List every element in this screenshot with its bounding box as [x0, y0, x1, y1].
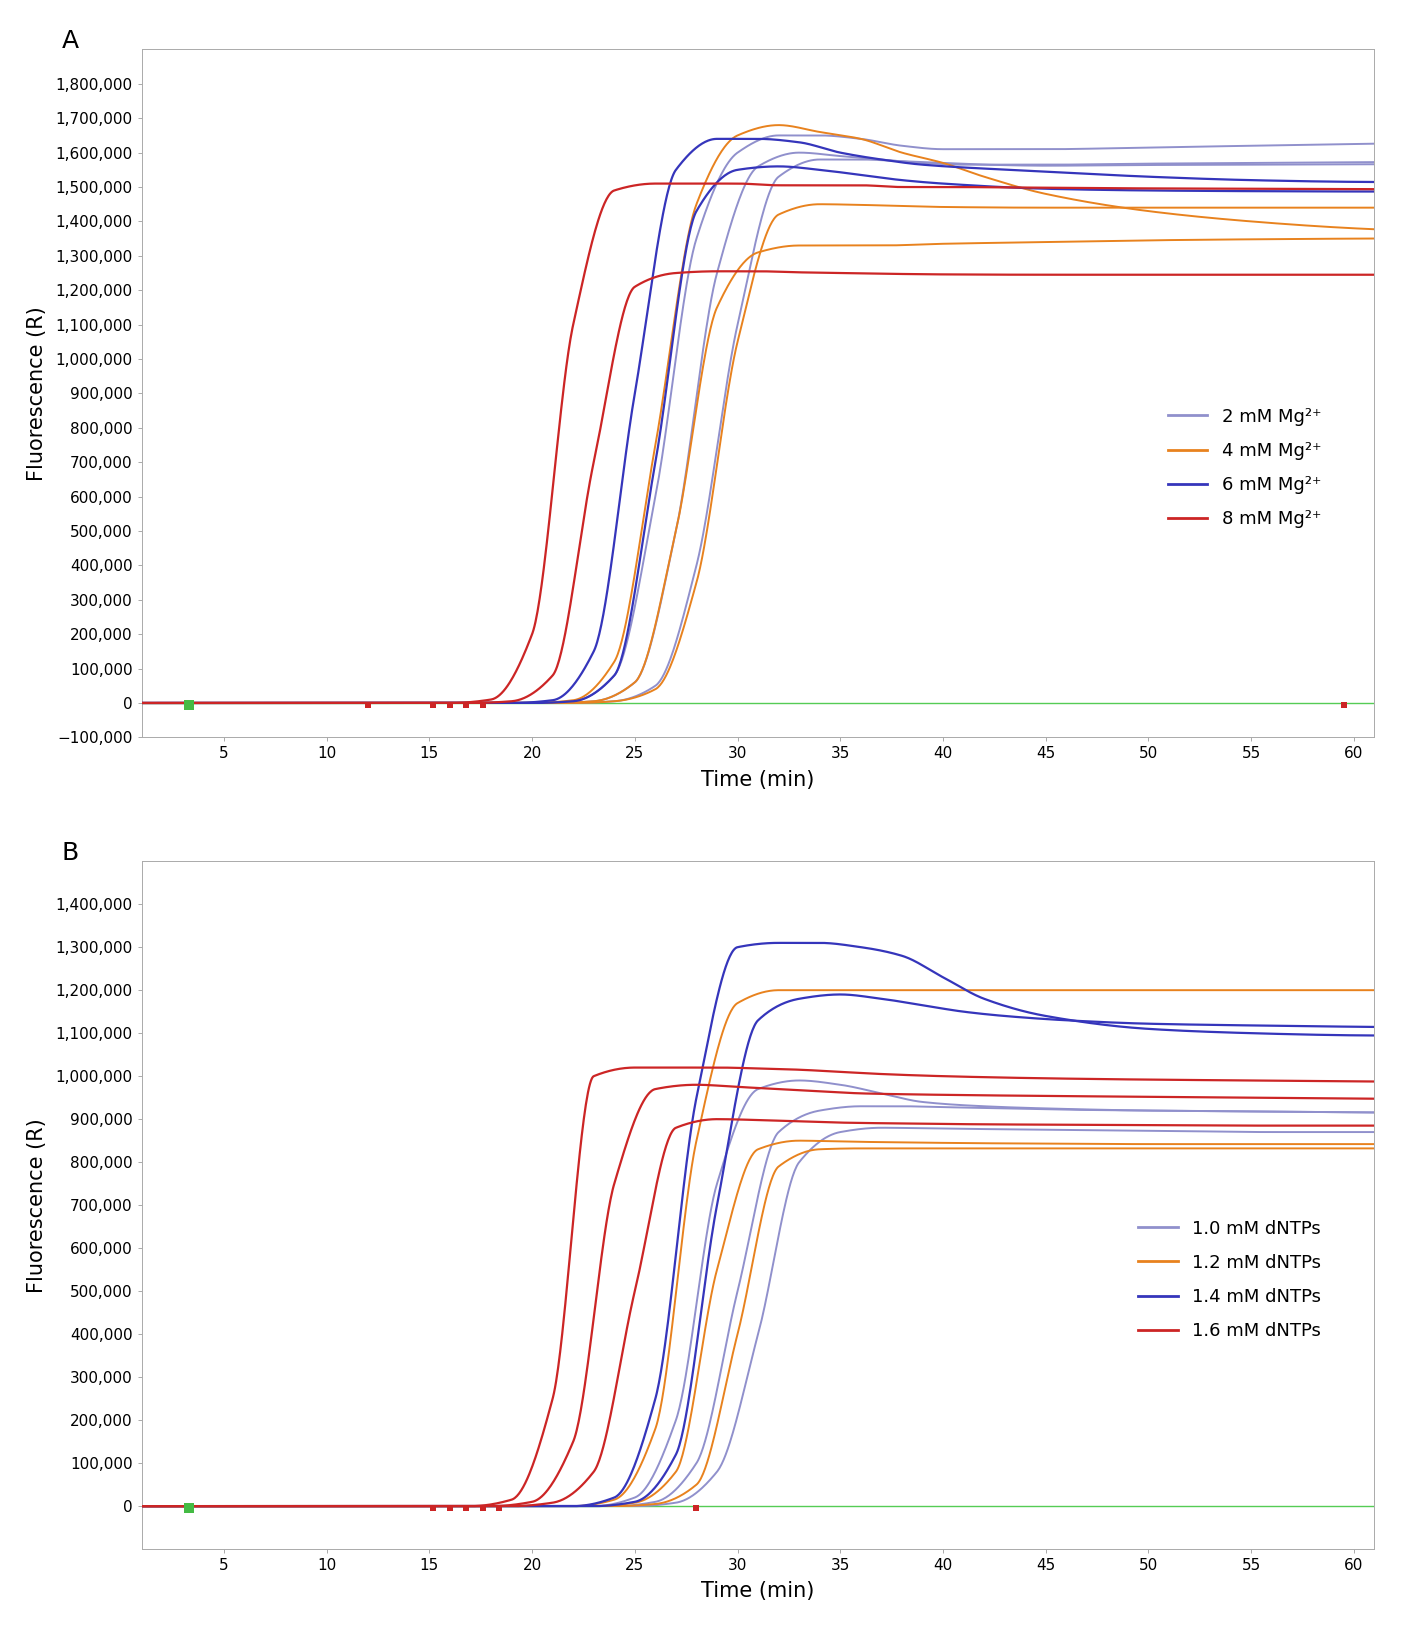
- X-axis label: Time (min): Time (min): [701, 770, 815, 789]
- Text: B: B: [61, 840, 79, 865]
- X-axis label: Time (min): Time (min): [701, 1582, 815, 1602]
- Legend: 1.0 mM dNTPs, 1.2 mM dNTPs, 1.4 mM dNTPs, 1.6 mM dNTPs: 1.0 mM dNTPs, 1.2 mM dNTPs, 1.4 mM dNTPs…: [1131, 1213, 1329, 1348]
- Text: A: A: [61, 28, 79, 53]
- Y-axis label: Fluorescence (R): Fluorescence (R): [27, 1117, 47, 1292]
- Legend: 2 mM Mg²⁺, 4 mM Mg²⁺, 6 mM Mg²⁺, 8 mM Mg²⁺: 2 mM Mg²⁺, 4 mM Mg²⁺, 6 mM Mg²⁺, 8 mM Mg…: [1161, 400, 1329, 536]
- Y-axis label: Fluorescence (R): Fluorescence (R): [27, 307, 47, 481]
